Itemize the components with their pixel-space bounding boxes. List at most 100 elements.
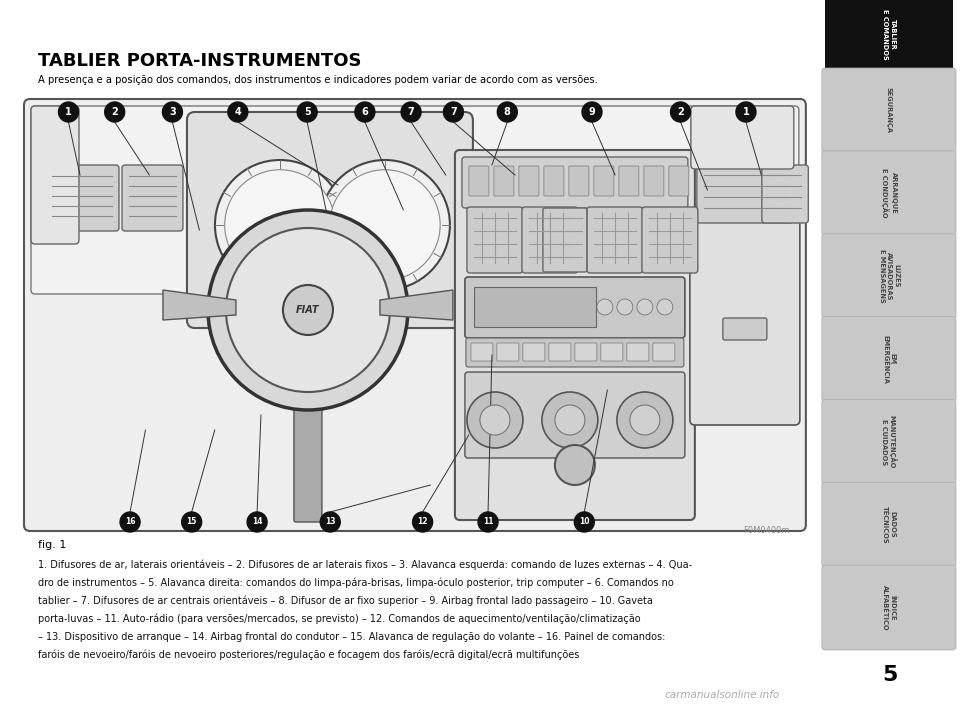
FancyBboxPatch shape xyxy=(523,343,545,361)
FancyBboxPatch shape xyxy=(653,343,675,361)
Polygon shape xyxy=(380,290,453,320)
Text: ÍNDICE
ALFABÉTICO: ÍNDICE ALFABÉTICO xyxy=(882,585,896,630)
Text: 1: 1 xyxy=(743,107,750,117)
Text: faróis de nevoeiro/faróis de nevoeiro posteriores/regulação e focagem dos faróis: faróis de nevoeiro/faróis de nevoeiro po… xyxy=(38,650,580,661)
Text: DADOS
TÉCNICOS: DADOS TÉCNICOS xyxy=(882,506,896,544)
FancyBboxPatch shape xyxy=(822,565,956,650)
Circle shape xyxy=(226,228,390,392)
FancyBboxPatch shape xyxy=(644,166,664,196)
Circle shape xyxy=(636,299,653,315)
FancyBboxPatch shape xyxy=(31,106,799,294)
Circle shape xyxy=(181,512,202,532)
Text: 3: 3 xyxy=(169,107,176,117)
Circle shape xyxy=(120,512,140,532)
Circle shape xyxy=(478,512,498,532)
Circle shape xyxy=(582,102,602,122)
FancyBboxPatch shape xyxy=(465,277,684,338)
Circle shape xyxy=(283,285,333,335)
Text: – 13. Dispositivo de arranque – 14. Airbag frontal do condutor – 15. Alavanca de: – 13. Dispositivo de arranque – 14. Airb… xyxy=(38,632,665,642)
Text: 7: 7 xyxy=(408,107,415,117)
FancyBboxPatch shape xyxy=(493,166,514,196)
Text: 9: 9 xyxy=(588,107,595,117)
Circle shape xyxy=(630,405,660,435)
Circle shape xyxy=(247,512,267,532)
FancyBboxPatch shape xyxy=(587,207,643,273)
Circle shape xyxy=(413,512,433,532)
Text: 2: 2 xyxy=(677,107,684,117)
Text: 1: 1 xyxy=(65,107,72,117)
Text: 16: 16 xyxy=(125,518,135,527)
Text: 8: 8 xyxy=(504,107,511,117)
FancyBboxPatch shape xyxy=(762,165,808,223)
FancyBboxPatch shape xyxy=(543,208,587,272)
FancyBboxPatch shape xyxy=(627,343,649,361)
Text: 5: 5 xyxy=(882,665,898,685)
FancyBboxPatch shape xyxy=(822,68,956,153)
Circle shape xyxy=(329,169,441,280)
Circle shape xyxy=(657,299,673,315)
Circle shape xyxy=(162,102,182,122)
FancyBboxPatch shape xyxy=(45,165,119,231)
Circle shape xyxy=(736,102,756,122)
Text: dro de instrumentos – 5. Alavanca direita: comandos do limpa-pára-brisas, limpa-: dro de instrumentos – 5. Alavanca direit… xyxy=(38,578,674,588)
Circle shape xyxy=(215,160,345,290)
Circle shape xyxy=(321,512,340,532)
Circle shape xyxy=(310,243,354,287)
Text: porta-luvas – 11. Auto-rádio (para versões/mercados, se previsto) – 12. Comandos: porta-luvas – 11. Auto-rádio (para versõ… xyxy=(38,614,640,625)
Text: 6: 6 xyxy=(362,107,369,117)
Text: 14: 14 xyxy=(252,518,262,527)
FancyBboxPatch shape xyxy=(601,343,623,361)
FancyBboxPatch shape xyxy=(471,343,492,361)
FancyBboxPatch shape xyxy=(519,166,539,196)
Circle shape xyxy=(497,102,517,122)
Text: 15: 15 xyxy=(186,518,197,527)
Text: 2: 2 xyxy=(111,107,118,117)
Text: 4: 4 xyxy=(234,107,241,117)
Text: SEGURANÇA: SEGURANÇA xyxy=(886,87,892,133)
FancyBboxPatch shape xyxy=(690,215,800,425)
Circle shape xyxy=(401,102,421,122)
Circle shape xyxy=(597,299,612,315)
Circle shape xyxy=(670,102,690,122)
FancyBboxPatch shape xyxy=(723,318,767,340)
Circle shape xyxy=(355,102,374,122)
FancyBboxPatch shape xyxy=(825,0,953,68)
Circle shape xyxy=(617,299,633,315)
Text: FIAT: FIAT xyxy=(297,305,320,315)
FancyBboxPatch shape xyxy=(569,166,588,196)
Text: TABLIER
E COMANDOS: TABLIER E COMANDOS xyxy=(882,9,896,60)
Text: ARRANQUE
E CONDUÇÃO: ARRANQUE E CONDUÇÃO xyxy=(881,169,897,218)
Text: 5: 5 xyxy=(303,107,310,117)
Text: tablier – 7. Difusores de ar centrais orientáveis – 8. Difusor de ar fixo superi: tablier – 7. Difusores de ar centrais or… xyxy=(38,596,653,606)
Circle shape xyxy=(617,392,673,448)
FancyBboxPatch shape xyxy=(462,157,688,208)
Text: TABLIER PORTA-INSTRUMENTOS: TABLIER PORTA-INSTRUMENTOS xyxy=(38,52,362,70)
FancyBboxPatch shape xyxy=(474,287,596,327)
Circle shape xyxy=(225,169,335,280)
Circle shape xyxy=(555,405,585,435)
FancyBboxPatch shape xyxy=(575,343,597,361)
Circle shape xyxy=(208,210,408,410)
Circle shape xyxy=(444,102,464,122)
FancyBboxPatch shape xyxy=(468,166,489,196)
FancyBboxPatch shape xyxy=(31,106,79,244)
FancyBboxPatch shape xyxy=(294,398,322,522)
FancyBboxPatch shape xyxy=(187,112,473,328)
Text: A presença e a posição dos comandos, dos instrumentos e indicadores podem variar: A presença e a posição dos comandos, dos… xyxy=(38,75,598,85)
Text: LUZES
AVISADORAS
E MENSAGENS: LUZES AVISADORAS E MENSAGENS xyxy=(879,250,899,303)
FancyBboxPatch shape xyxy=(594,166,613,196)
Text: fig. 1: fig. 1 xyxy=(38,540,66,550)
Circle shape xyxy=(467,392,523,448)
Text: carmanualsonline.info: carmanualsonline.info xyxy=(664,690,780,700)
FancyBboxPatch shape xyxy=(822,151,956,235)
Text: EM
EMERGÊNCIA: EM EMERGÊNCIA xyxy=(882,335,896,384)
FancyBboxPatch shape xyxy=(669,166,689,196)
Circle shape xyxy=(555,445,595,485)
FancyBboxPatch shape xyxy=(549,343,571,361)
Text: 12: 12 xyxy=(418,518,428,527)
FancyBboxPatch shape xyxy=(497,343,519,361)
FancyBboxPatch shape xyxy=(466,338,684,367)
FancyBboxPatch shape xyxy=(465,372,684,458)
Text: 7: 7 xyxy=(450,107,457,117)
FancyBboxPatch shape xyxy=(455,150,695,520)
